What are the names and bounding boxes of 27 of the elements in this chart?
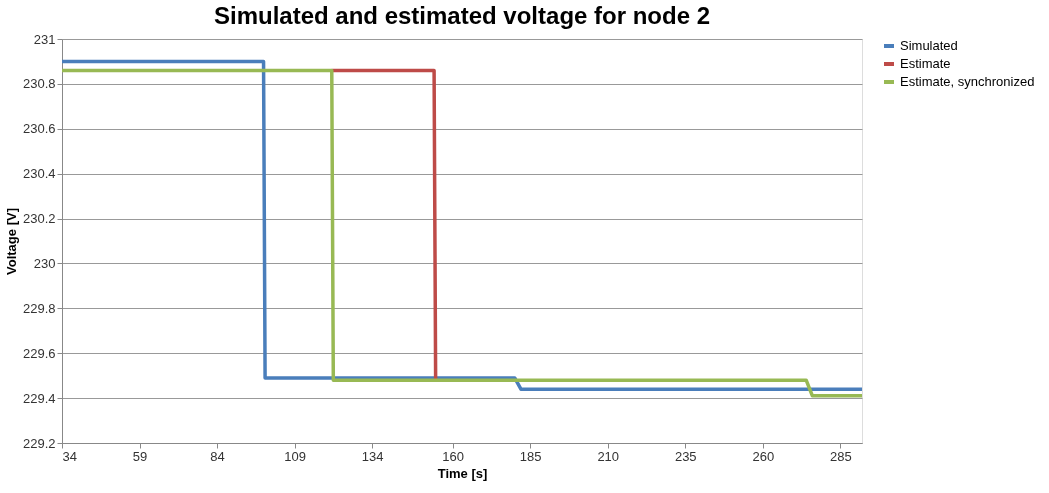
y-tick-label: 229.2 bbox=[22, 435, 56, 451]
x-tick-label: 59 bbox=[132, 448, 148, 464]
x-tick-label: 235 bbox=[674, 448, 697, 464]
x-axis-title: Time [s] bbox=[437, 465, 488, 481]
y-tick-label: 230.2 bbox=[22, 211, 56, 227]
x-tick-label: 260 bbox=[752, 448, 775, 464]
y-tick-label: 230 bbox=[33, 255, 56, 271]
x-tick-label: 210 bbox=[597, 448, 620, 464]
legend-label: Simulated bbox=[900, 38, 958, 53]
x-tick-label: 34 bbox=[62, 448, 77, 464]
x-tick-label: 160 bbox=[442, 448, 465, 464]
y-tick-label: 231 bbox=[33, 31, 56, 47]
legend-label: Estimate, synchronized bbox=[900, 74, 1035, 89]
legend-label: Estimate bbox=[900, 56, 951, 71]
y-tick-label: 229.8 bbox=[22, 300, 56, 316]
y-tick-label: 229.4 bbox=[22, 390, 56, 406]
x-tick-label: 84 bbox=[210, 448, 225, 464]
chart-title: Simulated and estimated voltage for node 2 bbox=[213, 2, 711, 29]
x-tick-label: 109 bbox=[284, 448, 306, 464]
x-tick-label: 134 bbox=[361, 448, 384, 464]
y-tick-label: 230.4 bbox=[22, 166, 56, 182]
y-axis-title: Voltage [V] bbox=[3, 208, 19, 275]
y-tick-label: 230.8 bbox=[22, 76, 56, 92]
x-tick-label: 185 bbox=[519, 448, 542, 464]
x-tick-label: 285 bbox=[829, 448, 852, 464]
y-tick-label: 229.6 bbox=[22, 345, 56, 361]
y-tick-label: 230.6 bbox=[22, 121, 56, 137]
